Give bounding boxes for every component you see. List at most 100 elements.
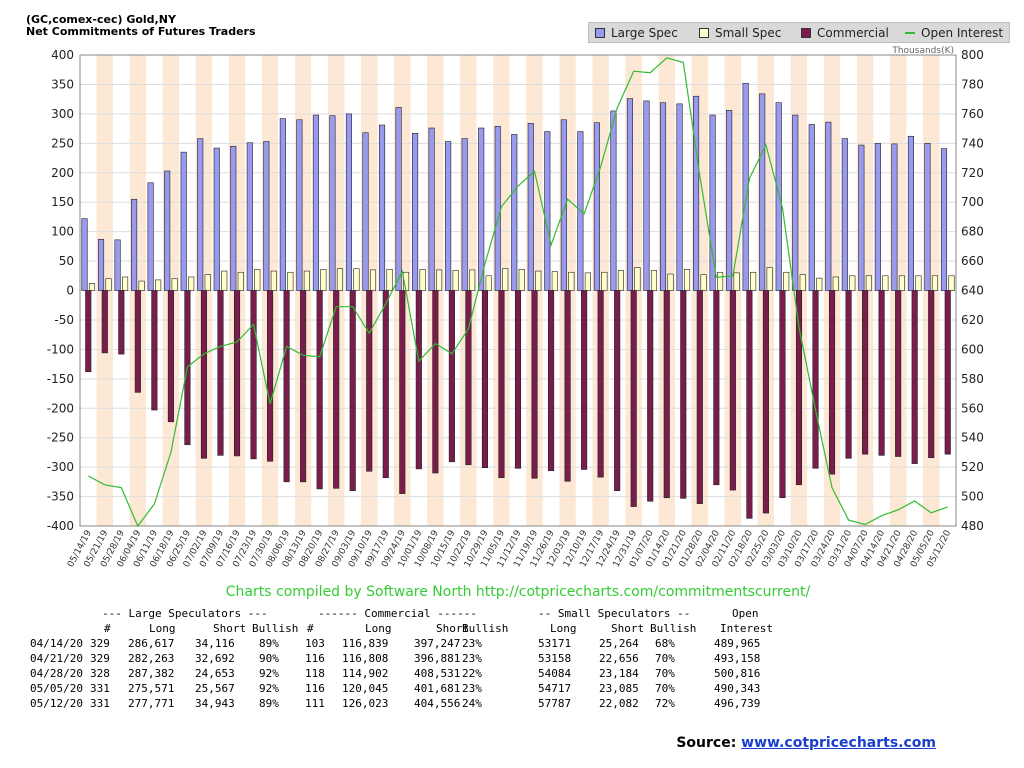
bar-small-spec: [634, 267, 641, 291]
bar-large-spec: [428, 127, 435, 291]
bar-large-spec: [329, 115, 336, 291]
bar-large-spec: [279, 118, 286, 291]
legend-label: Commercial: [817, 26, 889, 40]
bar-small-spec: [551, 271, 558, 291]
bar-small-spec: [353, 268, 360, 291]
table-cell-lnum: 329: [90, 637, 110, 650]
bar-large-spec: [180, 151, 187, 291]
col-header: Bullish: [650, 622, 697, 635]
bar-small-spec: [287, 271, 294, 291]
table-cell-cnum: 103: [305, 637, 325, 650]
table-cell-cshort: 396,881: [414, 652, 461, 665]
table-cell-cbull: 23%: [462, 637, 482, 650]
bar-small-spec: [320, 269, 327, 291]
bar-commercial: [432, 290, 439, 474]
table-cell-clong: 120,045: [342, 682, 389, 695]
bar-commercial: [845, 290, 852, 459]
table-cell-sshort: 22,656: [599, 652, 639, 665]
bar-small-spec: [750, 271, 757, 291]
table-cell-slong: 54084: [538, 667, 572, 680]
bar-commercial: [498, 290, 505, 479]
bar-commercial: [828, 290, 836, 475]
bar-small-spec: [617, 270, 624, 291]
bar-large-spec: [164, 170, 171, 291]
right-axis-tick-label: 580: [961, 372, 984, 386]
bar-small-spec: [469, 269, 476, 291]
table-cell-sbull: 70%: [655, 652, 675, 665]
bar-large-spec: [676, 103, 683, 291]
table-cell-sshort: 23,184: [599, 667, 639, 680]
bar-small-spec: [601, 271, 608, 291]
col-header: Interest: [720, 622, 773, 635]
bar-large-spec: [626, 98, 633, 291]
bar-large-spec: [312, 114, 319, 291]
bar-commercial: [415, 290, 422, 470]
bar-commercial: [746, 290, 753, 519]
left-axis-tick-label: -250: [47, 431, 74, 445]
table-cell-slong: 54717: [538, 682, 572, 695]
bar-small-spec: [171, 278, 178, 291]
bar-small-spec: [485, 275, 492, 291]
bar-commercial: [911, 290, 918, 464]
bar-small-spec: [502, 268, 509, 291]
bar-small-spec: [270, 270, 277, 291]
bar-commercial: [267, 290, 274, 462]
table-cell-lbull: 89%: [259, 697, 279, 710]
chart-header: (GC,comex-cec) Gold,NY Net Commitments o…: [26, 14, 256, 38]
legend-item-commercial: Commercial: [801, 26, 889, 40]
bar-commercial: [85, 290, 92, 373]
bar-large-spec: [808, 124, 815, 291]
bar-small-spec: [783, 271, 790, 291]
bar-commercial: [597, 290, 604, 478]
right-axis-tick-label: 600: [961, 342, 984, 356]
bar-commercial: [118, 290, 125, 355]
bar-small-spec: [766, 267, 773, 291]
table-cell-lbull: 89%: [259, 637, 279, 650]
table-cell-lbull: 92%: [259, 667, 279, 680]
bar-commercial: [217, 290, 224, 456]
table-cell-cnum: 116: [305, 652, 325, 665]
table-cell-lshort: 25,567: [195, 682, 235, 695]
bar-large-spec: [792, 114, 799, 291]
left-axis-tick-label: 250: [51, 136, 74, 150]
right-axis-tick-label: 760: [961, 107, 984, 121]
bar-large-spec: [395, 107, 402, 291]
bar-large-spec: [775, 102, 782, 291]
bar-commercial: [862, 290, 869, 455]
source-link[interactable]: www.cotpricecharts.com: [741, 735, 936, 751]
table-cell-lnum: 331: [90, 682, 110, 695]
left-axis-tick-label: 0: [66, 284, 74, 298]
bar-large-spec: [197, 138, 204, 291]
bar-small-spec: [898, 275, 905, 291]
table-cell-date: 04/21/20: [30, 652, 83, 665]
bar-commercial: [283, 290, 290, 483]
bar-large-spec: [362, 132, 369, 291]
table-cell-cshort: 401,681: [414, 682, 461, 695]
table-cell-date: 05/12/20: [30, 697, 83, 710]
bar-commercial: [928, 290, 935, 459]
bar-large-spec: [213, 147, 220, 291]
bar-commercial: [779, 290, 786, 499]
table-cell-sshort: 22,082: [599, 697, 639, 710]
bar-commercial: [448, 290, 455, 463]
bar-commercial: [514, 290, 522, 469]
bar-large-spec: [709, 114, 716, 291]
table-cell-sbull: 72%: [655, 697, 675, 710]
bar-large-spec: [825, 121, 832, 291]
table-cell-sbull: 70%: [655, 682, 675, 695]
col-header: Short: [436, 622, 470, 635]
bar-small-spec: [452, 270, 459, 291]
bar-large-spec: [147, 182, 154, 291]
bar-large-spec: [891, 143, 898, 291]
table-cell-cbull: 23%: [462, 682, 482, 695]
bar-large-spec: [527, 122, 534, 291]
table-cell-clong: 116,808: [342, 652, 389, 665]
right-axis-tick-label: 740: [961, 136, 984, 150]
bar-large-spec: [924, 143, 931, 291]
right-axis-tick-label: 480: [961, 519, 984, 533]
bar-large-spec: [858, 144, 865, 291]
bar-small-spec: [733, 272, 740, 291]
left-axis-tick-label: 400: [51, 48, 74, 62]
right-axis-tick-label: 800: [961, 48, 984, 62]
col-header: #: [104, 622, 111, 635]
